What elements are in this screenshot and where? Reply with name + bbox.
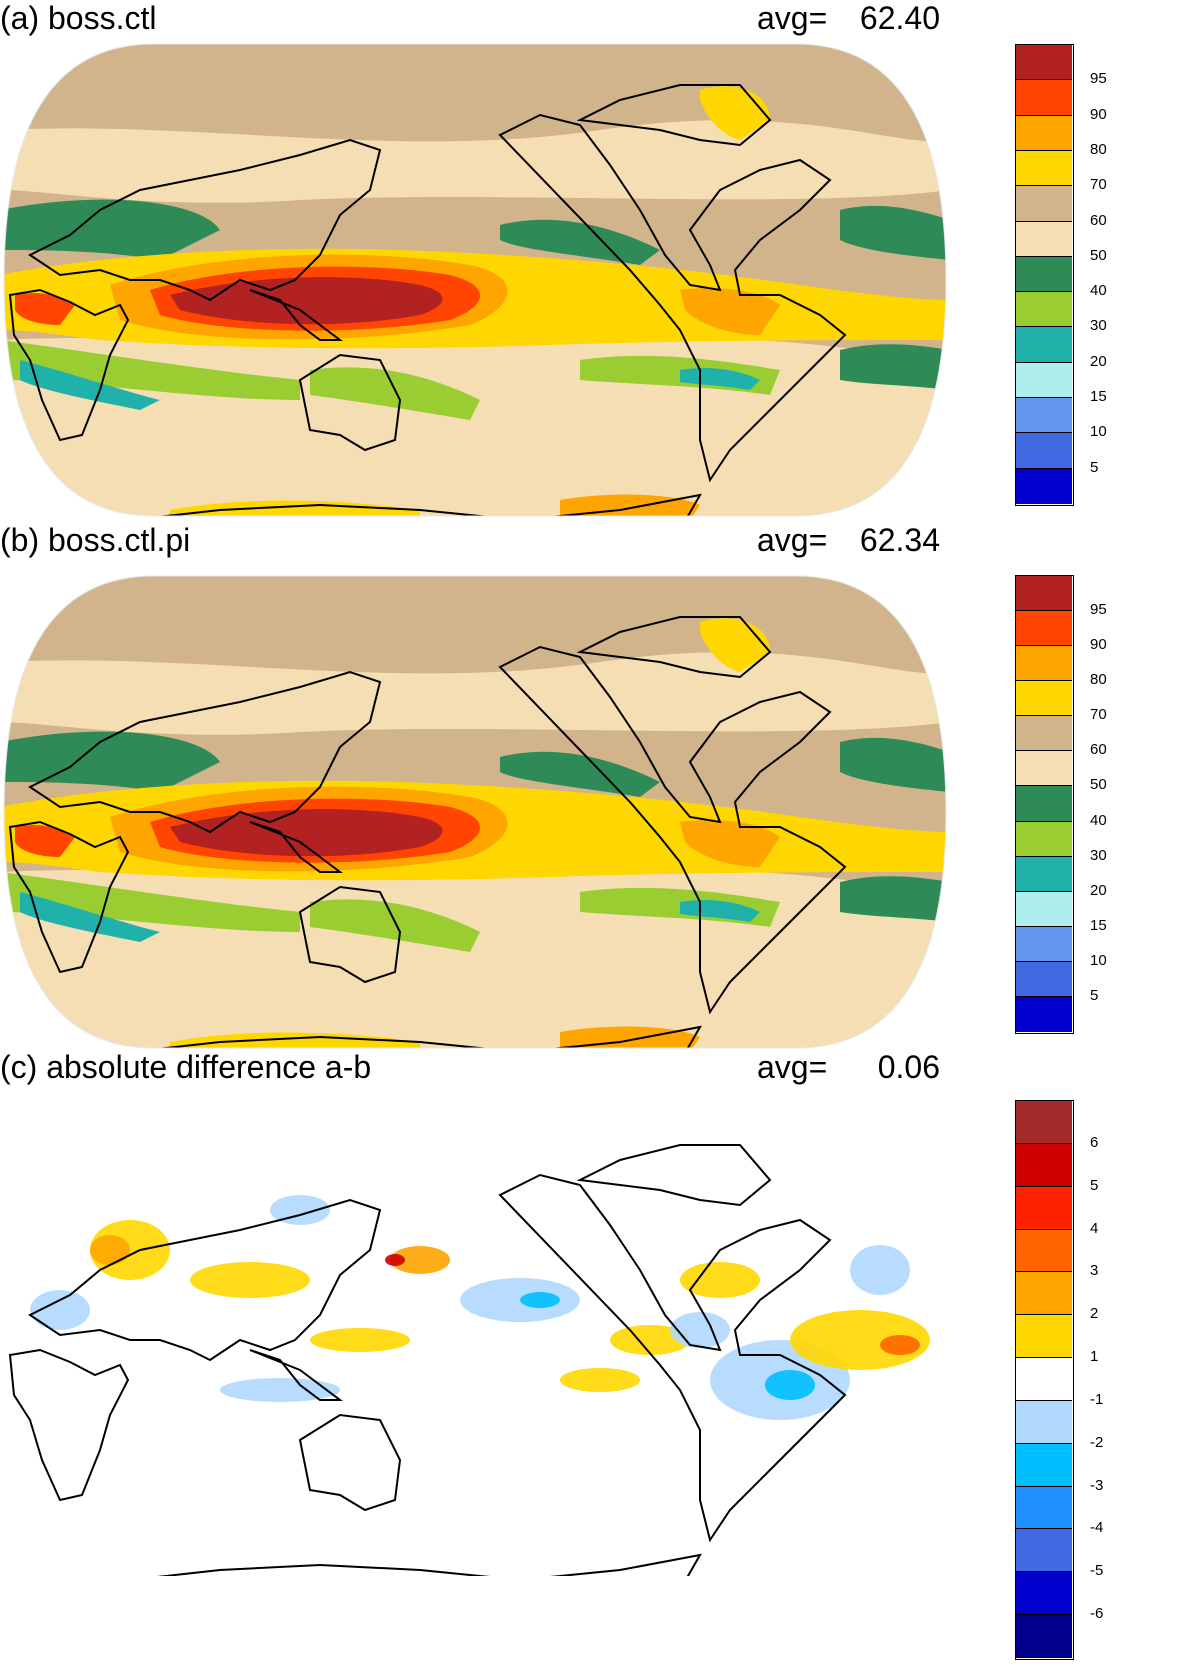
colorbar-swatch: [1016, 186, 1072, 222]
colorbar-swatch: [1016, 926, 1072, 962]
colorbar-label: 15: [1090, 916, 1107, 934]
colorbar-swatch: [1016, 1486, 1072, 1530]
colorbar-swatch: [1016, 115, 1072, 151]
colorbar-label: 15: [1090, 388, 1107, 406]
map-c: [0, 1100, 950, 1580]
colorbar-label: 30: [1090, 846, 1107, 864]
panel-b: (b) boss.ctl.pi avg= 62.34: [0, 522, 1074, 1052]
colorbar-swatch: [1016, 468, 1072, 504]
panel-average: avg= 62.40: [757, 0, 940, 36]
colorbar-b: [1015, 575, 1074, 1034]
colorbar-swatch: [1016, 362, 1072, 399]
colorbar-swatch: [1016, 1358, 1072, 1401]
colorbar-label: 2: [1090, 1305, 1099, 1323]
colorbar-swatch: [1016, 996, 1072, 1032]
colorbar-label: -3: [1090, 1476, 1104, 1494]
colorbar-label: 3: [1090, 1262, 1099, 1280]
colorbar-swatch: [1016, 716, 1072, 752]
colorbar-label: 90: [1090, 636, 1107, 654]
colorbar-label: 5: [1090, 986, 1099, 1004]
colorbar-swatch: [1016, 856, 1072, 892]
colorbar-swatch: [1016, 256, 1072, 293]
colorbar-label: 95: [1090, 601, 1107, 619]
panel-a: (a) boss.ctl avg= 62.40: [0, 0, 1183, 520]
map-b: [0, 572, 950, 1052]
colorbar-label: 70: [1090, 176, 1107, 194]
avg-label: avg=: [757, 1049, 828, 1085]
colorbar-label: 80: [1090, 140, 1107, 158]
colorbar-label: 50: [1090, 246, 1107, 264]
colorbar-label: 90: [1090, 105, 1107, 123]
map-svg: [3, 43, 947, 517]
colorbar-label: 60: [1090, 211, 1107, 229]
colorbar-label: 50: [1090, 776, 1107, 794]
colorbar-swatch: [1016, 821, 1072, 857]
map-a: [0, 40, 950, 520]
colorbar-a: [1015, 44, 1074, 506]
colorbar-swatch: [1016, 891, 1072, 927]
avg-label: avg=: [757, 522, 828, 558]
colorbar-swatch: [1016, 1229, 1072, 1273]
panel-average: avg= 62.34: [757, 522, 940, 558]
avg-value: 62.40: [859, 0, 940, 36]
colorbar-swatch: [1016, 786, 1072, 822]
colorbar-swatch: [1016, 1315, 1072, 1359]
colorbar-label: -4: [1090, 1519, 1104, 1537]
colorbar-label: -6: [1090, 1605, 1104, 1623]
colorbar-swatch: [1016, 1443, 1072, 1487]
colorbar-label: 20: [1090, 881, 1107, 899]
colorbar-label: 1: [1090, 1348, 1099, 1366]
colorbar-swatch: [1016, 1186, 1072, 1230]
colorbar-swatch: [1016, 1400, 1072, 1444]
colorbar-label: 4: [1090, 1219, 1099, 1237]
map-svg: [4, 1104, 946, 1576]
colorbar-swatch: [1016, 646, 1072, 682]
avg-label: avg=: [757, 0, 828, 36]
colorbar-swatch: [1016, 681, 1072, 717]
panel-title: (a) boss.ctl: [0, 0, 157, 36]
avg-value: 62.34: [859, 522, 940, 558]
panel-title: (c) absolute difference a-b: [0, 1049, 372, 1085]
colorbar-label: 6: [1090, 1133, 1099, 1151]
colorbar-swatch: [1016, 150, 1072, 187]
colorbar-swatch: [1016, 433, 1072, 469]
colorbar-swatch: [1016, 1272, 1072, 1316]
colorbar-label: -2: [1090, 1433, 1104, 1451]
colorbar-swatch: [1016, 80, 1072, 116]
colorbar-label: 95: [1090, 70, 1107, 88]
colorbar-label: 10: [1090, 423, 1107, 441]
colorbar-swatch: [1016, 576, 1072, 612]
panel-title: (b) boss.ctl.pi: [0, 522, 191, 558]
colorbar-label: 30: [1090, 317, 1107, 335]
colorbar-swatch: [1016, 751, 1072, 787]
colorbar-swatch: [1016, 45, 1072, 81]
panel-average: avg= 0.06: [757, 1049, 940, 1085]
colorbar-swatch: [1016, 611, 1072, 647]
colorbar-swatch: [1016, 1615, 1072, 1658]
avg-value: 0.06: [877, 1049, 940, 1085]
colorbar-label: 80: [1090, 671, 1107, 689]
map-svg: [3, 575, 947, 1049]
colorbar-label: 40: [1090, 282, 1107, 300]
colorbar-swatch: [1016, 221, 1072, 257]
colorbar-swatch: [1016, 1529, 1072, 1573]
colorbar-swatch: [1016, 1572, 1072, 1616]
colorbar-label: 5: [1090, 1176, 1099, 1194]
colorbar-swatch: [1016, 327, 1072, 363]
colorbar-swatch: [1016, 1101, 1072, 1144]
colorbar-label: 5: [1090, 458, 1099, 476]
colorbar-label: 70: [1090, 706, 1107, 724]
colorbar-swatch: [1016, 1143, 1072, 1187]
colorbar-label: -1: [1090, 1390, 1104, 1408]
colorbar-label: 20: [1090, 352, 1107, 370]
colorbar-c: [1015, 1100, 1074, 1660]
colorbar-label: 60: [1090, 741, 1107, 759]
colorbar-label: 10: [1090, 951, 1107, 969]
colorbar-label: 40: [1090, 811, 1107, 829]
colorbar-label: -5: [1090, 1562, 1104, 1580]
colorbar-swatch: [1016, 398, 1072, 434]
colorbar-swatch: [1016, 961, 1072, 997]
colorbar-swatch: [1016, 292, 1072, 328]
